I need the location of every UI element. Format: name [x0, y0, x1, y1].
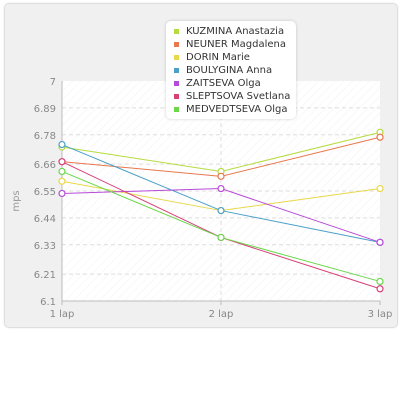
y-tick-label: 6.33 [34, 241, 56, 252]
y-tick-label: 7 [50, 77, 56, 88]
legend-swatch [174, 42, 179, 47]
legend: KUZMINA Anastazia NEUNER Magdalena DORIN M… [166, 21, 296, 119]
y-tick-label: 6.55 [34, 187, 56, 198]
legend-item[interactable]: ZAITSEVA Olga [174, 77, 261, 90]
y-tick-label: 6.21 [34, 270, 56, 281]
data-point [58, 167, 66, 176]
x-tick-label: 1 lap [50, 309, 75, 320]
legend-swatch [174, 81, 179, 86]
legend-item[interactable]: NEUNER Magdalena [174, 38, 286, 51]
legend-swatch [174, 94, 179, 99]
legend-item[interactable]: BOULYGINA Anna [174, 64, 272, 77]
data-point [376, 133, 384, 141]
y-tick-label: 6.78 [34, 131, 56, 142]
legend-label: BOULYGINA Anna [186, 65, 273, 76]
legend-label: DORIN Marie [186, 52, 250, 63]
legend-swatch [174, 107, 179, 112]
data-point [376, 184, 384, 193]
data-point [217, 172, 225, 180]
legend-label: ZAITSEVA Olga [186, 78, 261, 89]
y-tick-label: 6.66 [34, 160, 56, 171]
data-point [217, 184, 225, 193]
x-tick-label: 2 lap [209, 309, 234, 320]
legend-item[interactable]: KUZMINA Anastazia [174, 25, 284, 38]
legend-swatch [174, 55, 179, 60]
legend-label: KUZMINA Anastazia [186, 26, 285, 37]
y-tick-label: 6.1 [40, 297, 56, 308]
data-point [58, 158, 66, 166]
data-point [217, 233, 225, 242]
data-point [376, 238, 384, 246]
data-point [376, 285, 384, 293]
data-point [58, 177, 66, 185]
legend-label: SLEPTSOVA Svetlana [186, 91, 291, 102]
data-point [217, 206, 225, 215]
data-point [58, 140, 66, 149]
legend-item[interactable]: MEDVEDTSEVA Olga [174, 103, 287, 116]
legend-swatch [174, 68, 179, 73]
data-point [376, 277, 384, 286]
legend-label: NEUNER Magdalena [186, 39, 287, 50]
legend-item[interactable]: SLEPTSOVA Svetlana [174, 90, 290, 103]
y-axis-title: mps [11, 190, 22, 211]
chart-card: 7 6.89 6.78 6.66 6.55 6.44 6.33 6.21 6.1 1 lap 2 l… [4, 3, 398, 328]
legend-swatch [174, 29, 179, 34]
legend-item[interactable]: DORIN Marie [174, 51, 250, 64]
legend-label: MEDVEDTSEVA Olga [186, 104, 288, 115]
x-tick-label: 3 lap [368, 309, 393, 320]
y-tick-label: 6.89 [34, 104, 56, 115]
data-point [58, 189, 66, 198]
y-tick-label: 6.44 [34, 214, 56, 225]
